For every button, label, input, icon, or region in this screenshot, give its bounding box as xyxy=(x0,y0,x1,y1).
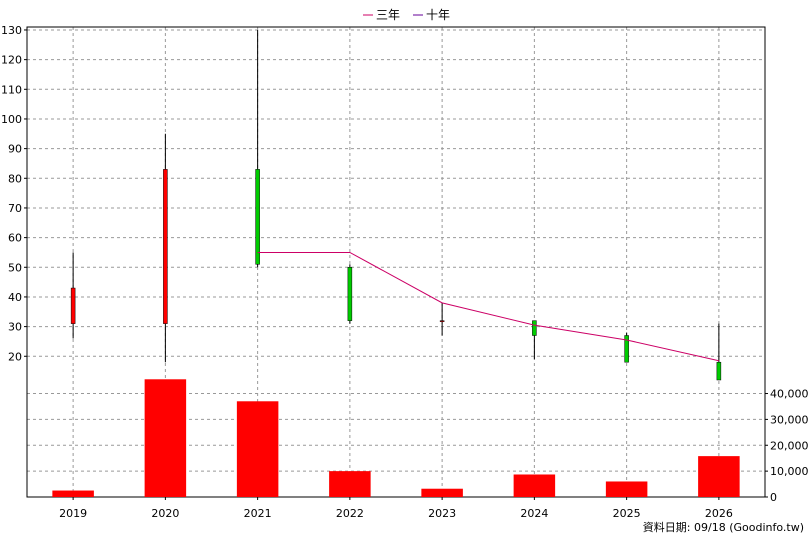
volume-bar xyxy=(605,481,648,497)
x-tick-label: 2020 xyxy=(151,507,179,520)
volume-bar xyxy=(329,471,371,497)
volume-tick-label: 20,000 xyxy=(770,439,808,452)
x-tick-label: 2019 xyxy=(59,507,87,520)
x-tick-label: 2025 xyxy=(613,507,641,520)
legend: 三年 十年 xyxy=(363,8,450,22)
price-tick-label: 110 xyxy=(1,83,22,96)
candle-body xyxy=(532,320,537,336)
volume-bar xyxy=(52,490,94,497)
x-tick-label: 2023 xyxy=(428,507,456,520)
x-tick-label: 2026 xyxy=(705,507,733,520)
volume-bars xyxy=(52,379,740,497)
volume-bar xyxy=(421,488,463,497)
volume-tick-label: 40,000 xyxy=(770,388,808,401)
price-tick-label: 130 xyxy=(1,24,22,37)
price-tick-label: 60 xyxy=(8,232,22,245)
footnote: 資料日期: 09/18 (Goodinfo.tw) xyxy=(643,520,804,534)
candle-body xyxy=(70,287,76,324)
tick-labels: 20 30 40 50 60 70 80 90 100 110 120 130 0 10,000 20,00… xyxy=(1,24,808,520)
volume-tick-label: 10,000 xyxy=(770,465,808,478)
x-tick-label: 2022 xyxy=(336,507,364,520)
price-tick-label: 80 xyxy=(8,172,22,185)
price-tick-label: 30 xyxy=(8,321,22,334)
axes xyxy=(24,26,768,500)
legend-label-2: 十年 xyxy=(426,8,450,22)
volume-tick-label: 30,000 xyxy=(770,413,808,426)
volume-tick-label: 0 xyxy=(770,491,777,504)
price-tick-label: 100 xyxy=(1,113,22,126)
price-tick-label: 90 xyxy=(8,143,22,156)
grid xyxy=(27,27,765,497)
plot-frame xyxy=(26,26,766,498)
price-tick-label: 40 xyxy=(8,291,22,304)
three-year-line xyxy=(257,251,719,362)
legend-label-1: 三年 xyxy=(376,8,400,22)
three-year-polyline xyxy=(257,251,719,362)
volume-bar xyxy=(144,379,187,497)
x-tick-label: 2021 xyxy=(244,507,272,520)
candle-body xyxy=(255,169,260,265)
volume-bar xyxy=(236,401,279,497)
price-tick-label: 50 xyxy=(8,261,22,274)
candle-body xyxy=(347,267,353,321)
candles xyxy=(70,29,722,381)
volume-bar xyxy=(513,474,556,497)
x-tick-label: 2024 xyxy=(520,507,548,520)
candle-body xyxy=(163,169,168,324)
price-tick-label: 70 xyxy=(8,202,22,215)
price-tick-label: 20 xyxy=(8,350,22,363)
candle-body xyxy=(624,335,629,363)
price-tick-label: 120 xyxy=(1,54,22,67)
candle-body xyxy=(439,320,445,322)
volume-bar xyxy=(698,456,740,497)
candle-body xyxy=(716,361,722,381)
